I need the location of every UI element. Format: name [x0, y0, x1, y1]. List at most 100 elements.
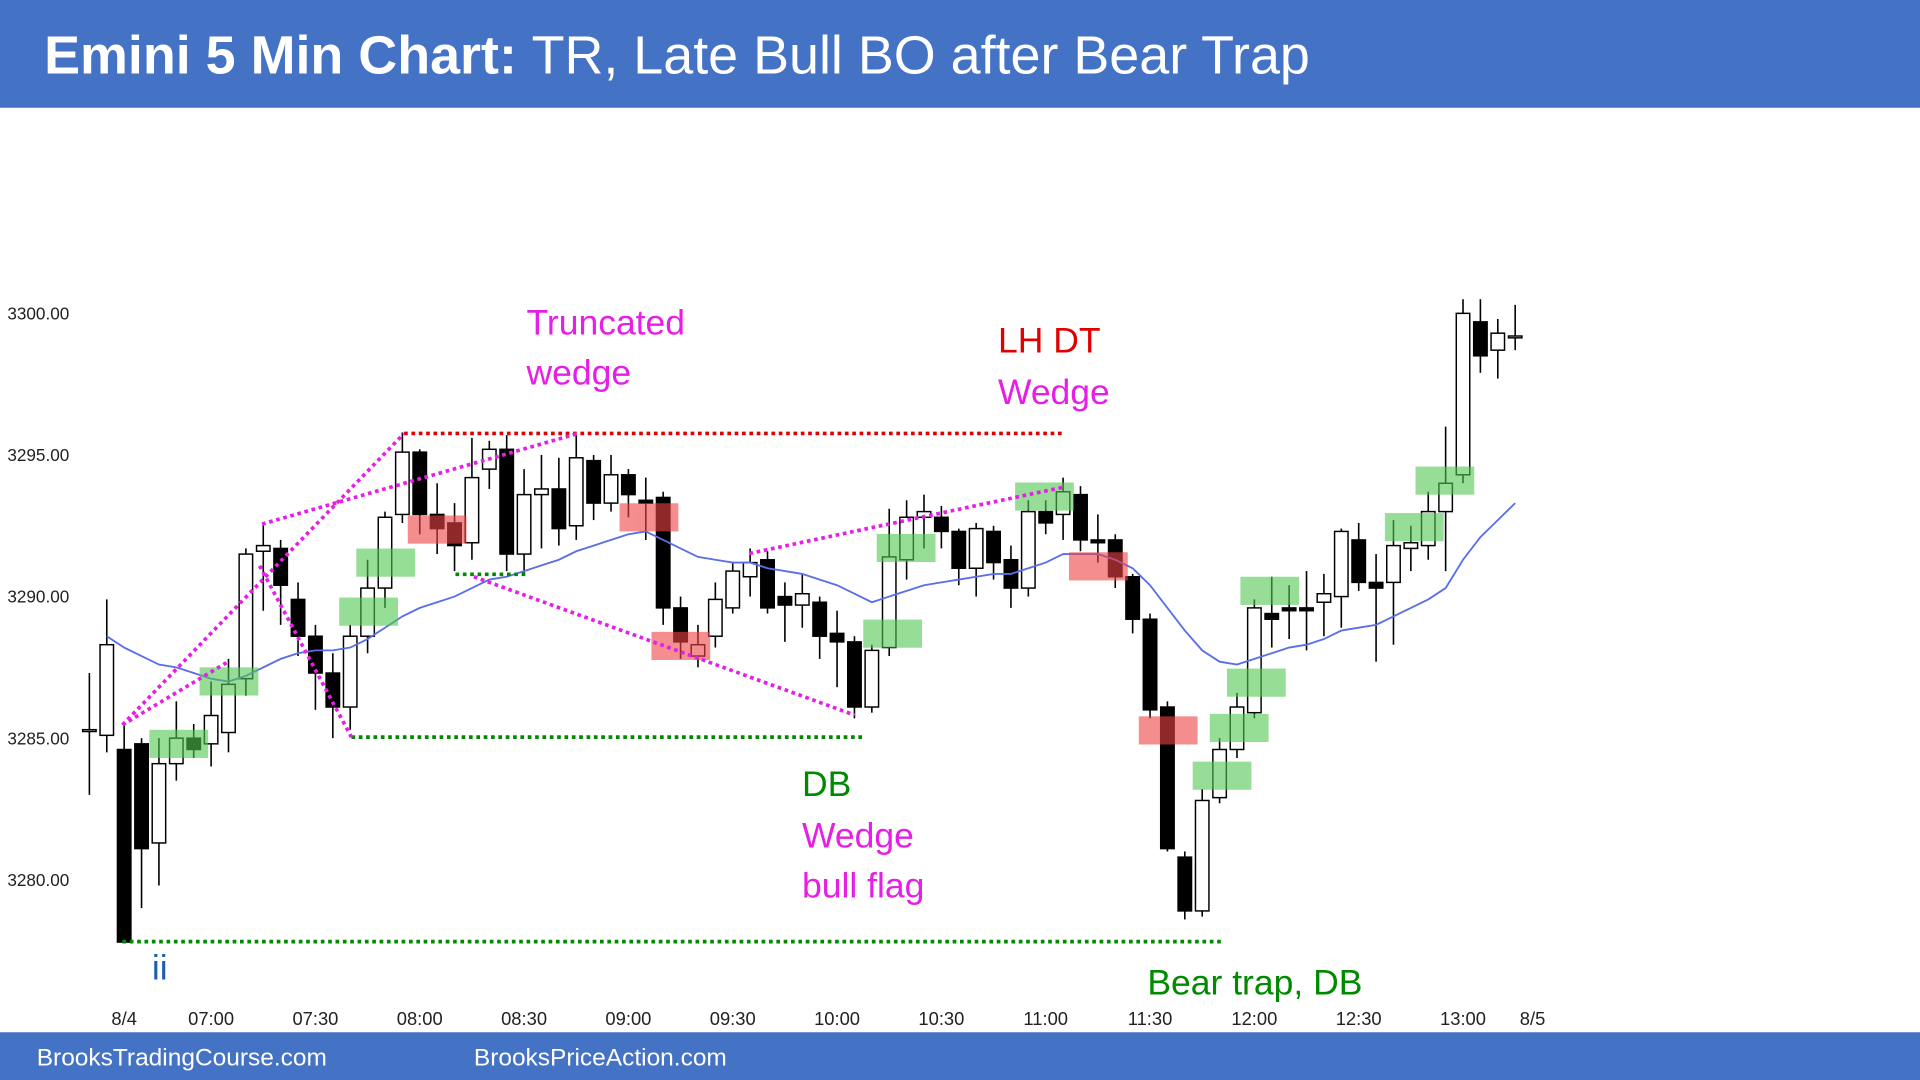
wedge-line — [121, 659, 230, 727]
candle-body — [1368, 581, 1384, 589]
annotation: wedge — [526, 352, 632, 392]
signal-box — [863, 619, 923, 648]
signal-box — [149, 729, 209, 758]
candle-body — [1351, 539, 1367, 584]
signal-box — [407, 515, 467, 544]
moving-average — [106, 502, 1516, 683]
y-tick-label: 3290.00 — [7, 587, 69, 607]
candle-body — [1090, 539, 1106, 544]
candle-body — [638, 499, 654, 504]
candle-body — [534, 488, 549, 496]
x-tick-label: 11:30 — [1128, 1008, 1173, 1029]
x-tick-label: 08:30 — [501, 1008, 547, 1029]
annotation: ii — [152, 948, 168, 988]
annotation: DB — [802, 764, 851, 804]
annotation: Wedge — [998, 372, 1110, 412]
candle-body — [933, 516, 949, 533]
candle-body — [290, 598, 306, 637]
candle-body — [307, 635, 323, 674]
signal-box — [1240, 576, 1300, 605]
candle-body — [846, 641, 862, 708]
candle-body — [81, 728, 97, 733]
signal-box — [356, 548, 416, 577]
candle-body — [1073, 493, 1088, 541]
chart-title: Emini 5 Min Chart: TR, Late Bull BO after… — [44, 25, 1310, 85]
x-tick-label: 8/5 — [1520, 1008, 1546, 1029]
candle-body — [255, 544, 271, 552]
signal-box — [339, 597, 398, 626]
candle-body — [238, 553, 254, 680]
candle-body — [864, 649, 880, 708]
candle-body — [1472, 321, 1488, 357]
candle-body — [394, 451, 410, 516]
candle-body — [812, 601, 828, 637]
signal-boxes — [149, 466, 1475, 790]
candle-body — [1490, 332, 1506, 351]
x-tick-label: 10:30 — [918, 1008, 964, 1029]
candle-body — [516, 493, 532, 555]
candle-body — [794, 592, 810, 606]
candle-body — [760, 559, 775, 609]
annotation: Truncated — [527, 302, 686, 342]
x-tick-label: 13:00 — [1440, 1008, 1486, 1029]
y-tick-label: 3285.00 — [7, 728, 69, 748]
x-tick-label: 07:00 — [188, 1008, 234, 1029]
annotations: Truncated wedge LH DT Wedge DB Wedge bull flag… — [152, 302, 1363, 1002]
candle-body — [1177, 856, 1193, 912]
wedge-line — [749, 485, 1064, 556]
candle-body — [551, 488, 567, 530]
candle-body — [273, 547, 289, 586]
signal-box — [1138, 716, 1198, 745]
y-tick-label: 3300.00 — [7, 303, 69, 323]
title-bold: Emini 5 Min Chart: — [44, 25, 517, 85]
candle-body — [568, 457, 584, 527]
x-tick-label: 12:30 — [1336, 1008, 1382, 1029]
candle-body — [1455, 312, 1471, 476]
annotation: bull flag — [802, 866, 924, 906]
x-tick-label: 8/4 — [111, 1008, 137, 1029]
candle-body — [1142, 618, 1158, 711]
signal-box — [1209, 713, 1269, 743]
axes: 3280.00 3285.00 3290.00 3295.00 3300.00 8/4 07… — [7, 303, 1545, 1028]
candle-body — [707, 598, 723, 637]
candle-body — [1316, 592, 1332, 603]
x-tick-label: 12:00 — [1231, 1008, 1277, 1029]
candle-body — [342, 635, 358, 708]
x-tick-label: 11:00 — [1023, 1008, 1068, 1029]
candle-body — [99, 643, 115, 737]
footer-bar — [0, 1032, 1920, 1080]
x-tick-label: 09:30 — [710, 1008, 756, 1029]
x-tick-label: 08:00 — [397, 1008, 443, 1029]
y-tick-label: 3280.00 — [7, 870, 69, 890]
candle-body — [1038, 510, 1054, 524]
candle-body — [464, 476, 480, 544]
annotation: Bear trap, DB — [1147, 962, 1362, 1002]
wedge-line — [473, 575, 856, 717]
candle-body — [1125, 576, 1141, 620]
candle-body — [499, 448, 515, 555]
candle-body — [725, 570, 741, 609]
footer-text: BrooksTradingCourse.com — [37, 1044, 327, 1071]
candle-body — [1281, 607, 1297, 612]
candle-body — [1020, 510, 1036, 589]
candle-body — [586, 459, 602, 504]
header-bar — [0, 0, 1920, 108]
candle-body — [1333, 530, 1349, 598]
signal-box — [1068, 552, 1128, 581]
candle-body — [777, 595, 793, 606]
candle-body — [116, 748, 132, 943]
candle-body — [1386, 544, 1401, 584]
candle-body — [134, 743, 150, 850]
annotation: Wedge — [802, 815, 914, 855]
signal-box — [619, 503, 679, 532]
bull-signals — [149, 466, 1475, 790]
title-rest: TR, Late Bull BO after Bear Trap — [532, 25, 1310, 85]
candle-body — [412, 451, 428, 516]
wedge-line — [257, 564, 354, 739]
bear-signals — [407, 503, 1198, 745]
candle-body — [151, 762, 167, 844]
candle-body — [1507, 335, 1523, 339]
candle-body — [1299, 607, 1314, 612]
candle-body — [620, 474, 636, 496]
